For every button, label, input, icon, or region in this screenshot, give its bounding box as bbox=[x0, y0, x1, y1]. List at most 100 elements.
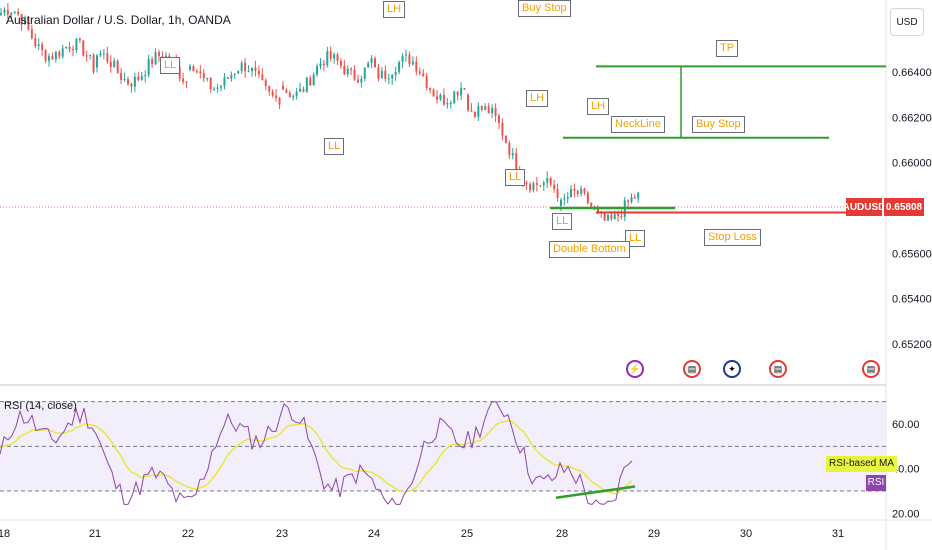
candle-body bbox=[102, 53, 105, 55]
candle-body bbox=[346, 68, 349, 75]
price-tick-label: 0.66400 bbox=[892, 67, 932, 79]
candle-body bbox=[463, 88, 466, 90]
candle-body bbox=[586, 192, 589, 204]
last-price-tag: 0.65808 bbox=[884, 198, 924, 216]
candle-body bbox=[556, 189, 559, 198]
candle-body bbox=[453, 91, 456, 104]
annotation-lh: LH bbox=[587, 98, 610, 115]
candle-body bbox=[305, 77, 308, 92]
rsi-tag: RSI bbox=[866, 475, 886, 491]
candle-body bbox=[216, 87, 219, 89]
candle-body bbox=[109, 61, 112, 68]
candle-body bbox=[202, 73, 205, 79]
candle-body bbox=[61, 48, 64, 57]
candle-body bbox=[576, 190, 579, 194]
candle-body bbox=[230, 74, 233, 79]
candle-body bbox=[206, 78, 209, 80]
candle-body bbox=[333, 54, 336, 59]
candle-body bbox=[213, 88, 216, 90]
candle-body bbox=[563, 198, 566, 200]
candle-body bbox=[223, 77, 226, 87]
us-flag-icon[interactable]: ▤ bbox=[769, 360, 787, 378]
candle-body bbox=[494, 108, 497, 116]
candle-body bbox=[254, 67, 257, 71]
candle-body bbox=[58, 51, 61, 57]
candle-body bbox=[154, 52, 157, 65]
candle-body bbox=[20, 14, 23, 25]
candle-body bbox=[477, 106, 480, 117]
time-tick-label: 28 bbox=[556, 528, 568, 540]
candle-body bbox=[630, 197, 633, 202]
candle-body bbox=[446, 103, 449, 105]
au-flag-icon[interactable]: ✦ bbox=[723, 360, 741, 378]
candle-body bbox=[268, 86, 271, 92]
candle-body bbox=[226, 77, 229, 79]
candle-body bbox=[144, 75, 147, 77]
candle-body bbox=[583, 188, 586, 193]
candle-body bbox=[195, 71, 198, 73]
candle-body bbox=[233, 73, 236, 75]
time-tick-label: 24 bbox=[368, 528, 380, 540]
candle-body bbox=[10, 13, 13, 15]
candle-body bbox=[467, 94, 469, 111]
candle-body bbox=[140, 75, 143, 80]
candle-body bbox=[350, 68, 353, 70]
candle-body bbox=[185, 81, 188, 83]
candle-body bbox=[82, 40, 85, 56]
rsi-ma-line bbox=[0, 419, 633, 495]
us-flag-icon[interactable]: ▤ bbox=[862, 360, 880, 378]
candle-body bbox=[137, 76, 140, 80]
annotation-neckline: NeckLine bbox=[611, 116, 665, 133]
candle-body bbox=[398, 62, 401, 73]
candle-body bbox=[54, 51, 57, 60]
candle-body bbox=[27, 19, 30, 30]
candle-body bbox=[511, 153, 514, 156]
price-tick-label: 0.66200 bbox=[892, 112, 932, 124]
candle-body bbox=[546, 178, 549, 183]
candle-body bbox=[498, 115, 500, 123]
candle-body bbox=[51, 56, 54, 60]
candle-body bbox=[566, 197, 569, 199]
candle-body bbox=[633, 197, 636, 199]
candle-body bbox=[391, 74, 394, 79]
candle-body bbox=[17, 11, 20, 15]
candle-body bbox=[247, 71, 250, 73]
candle-body bbox=[295, 91, 298, 96]
candle-body bbox=[580, 188, 583, 194]
candle-body bbox=[425, 76, 428, 88]
time-tick-label: 31 bbox=[832, 528, 844, 540]
candle-body bbox=[470, 110, 473, 112]
rsi-divergence-line bbox=[555, 485, 636, 499]
candle-body bbox=[529, 184, 531, 191]
annotation-ll: LL bbox=[552, 213, 573, 230]
candle-body bbox=[532, 183, 535, 191]
candle-body bbox=[34, 38, 37, 46]
candle-body bbox=[353, 69, 356, 80]
annotation-lh: LH bbox=[383, 1, 406, 18]
candle-body bbox=[237, 71, 240, 74]
candle-body bbox=[113, 60, 116, 68]
time-tick-label: 18 bbox=[0, 528, 10, 540]
candle-body bbox=[322, 63, 325, 66]
candle-body bbox=[182, 78, 185, 82]
candle-body bbox=[312, 74, 315, 86]
price-tick-label: 0.65200 bbox=[892, 339, 932, 351]
candle-body bbox=[560, 199, 562, 206]
candle-body bbox=[96, 55, 98, 68]
candle-body bbox=[3, 9, 6, 13]
us-flag-icon[interactable]: ▤ bbox=[683, 360, 701, 378]
currency-button[interactable]: USD bbox=[890, 8, 924, 36]
symbol-price-tag: AUDUSD bbox=[843, 198, 885, 216]
candle-body bbox=[596, 208, 599, 212]
price-tick-label: 0.66000 bbox=[892, 158, 932, 170]
candle-body bbox=[491, 108, 494, 114]
time-tick-label: 29 bbox=[648, 528, 660, 540]
rsi-tick-label: 40.00 bbox=[892, 464, 920, 476]
lightning-icon[interactable]: ⚡ bbox=[626, 360, 644, 378]
candle-body bbox=[271, 91, 274, 96]
candle-body bbox=[209, 78, 212, 90]
candle-body bbox=[422, 73, 425, 77]
candle-body bbox=[240, 62, 243, 72]
candle-body bbox=[617, 214, 620, 217]
